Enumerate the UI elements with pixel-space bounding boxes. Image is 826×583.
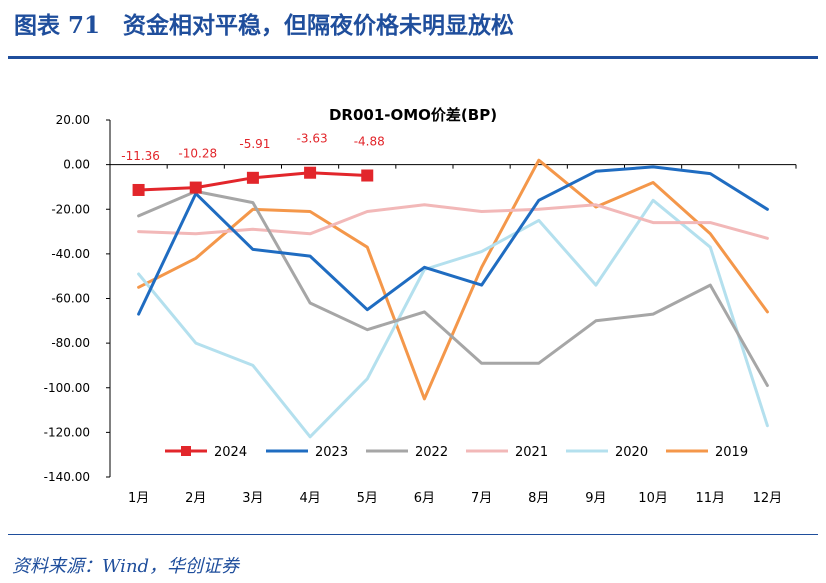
- axes: 20.00 0.00 -20.00 -40.00 -60.00 -80.00 -100.00…: [44, 113, 797, 506]
- x-tick-label: 11月: [695, 491, 725, 506]
- legend-label-2023: 2023: [315, 445, 348, 460]
- x-tick-label: 6月: [414, 491, 435, 506]
- legend-label-2022: 2022: [415, 445, 448, 460]
- legend-label-2020: 2020: [615, 445, 648, 460]
- legend-marker-2024: [181, 446, 191, 456]
- series-marker-2024: [246, 171, 259, 184]
- series-marker-2024: [132, 183, 145, 196]
- y-tick-label: 20.00: [56, 113, 90, 127]
- series-line-2019: [137, 158, 769, 401]
- data-labels: -11.36 -10.28 -5.91 -3.63 -4.88: [121, 132, 385, 163]
- data-label-2024: -4.88: [354, 135, 385, 149]
- y-tick-label: -100.00: [44, 381, 90, 395]
- series-marker-2024: [304, 166, 317, 179]
- series-line-2021: [137, 203, 769, 240]
- x-tick-label: 3月: [242, 491, 263, 506]
- data-label-2024: -10.28: [178, 147, 217, 161]
- y-tick-label: -20.00: [51, 202, 90, 216]
- x-tick-label: 1月: [128, 491, 149, 506]
- series-line-2023: [137, 165, 769, 316]
- x-tick-label: 4月: [299, 491, 320, 506]
- chart-title: DR001-OMO价差(BP): [329, 106, 497, 124]
- data-label-2024: -5.91: [239, 137, 270, 151]
- series-marker-2024: [361, 169, 374, 182]
- series-marker-2024: [189, 181, 202, 194]
- footer-divider: [8, 534, 818, 535]
- y-tick-label: -40.00: [51, 247, 90, 261]
- x-tick-label: 5月: [357, 491, 378, 506]
- figure-title: 图表 71 资金相对平稳，但隔夜价格未明显放松: [14, 12, 515, 39]
- header-divider: [8, 56, 818, 59]
- y-tick-label: -140.00: [44, 470, 90, 484]
- source-note: 资料来源：Wind，华创证券: [12, 556, 240, 577]
- x-tick-label: 9月: [585, 491, 606, 506]
- legend-label-2019: 2019: [715, 445, 748, 460]
- x-tick-label: 7月: [471, 491, 492, 506]
- legend-label-2021: 2021: [515, 445, 548, 460]
- y-tick-label: 0.00: [63, 158, 90, 172]
- series-line-2020: [137, 198, 769, 439]
- series-layer: [132, 158, 769, 439]
- y-tick-label: -60.00: [51, 292, 90, 306]
- legend: 2024 2023 2022 2021 2020 2019: [165, 445, 748, 460]
- y-tick-label: -80.00: [51, 336, 90, 350]
- data-label-2024: -11.36: [121, 149, 160, 163]
- x-tick-label: 10月: [638, 491, 668, 506]
- x-tick-label: 12月: [753, 491, 783, 506]
- x-tick-label: 2月: [185, 491, 206, 506]
- legend-label-2024: 2024: [214, 445, 247, 460]
- data-label-2024: -3.63: [297, 132, 328, 146]
- series-line-2022: [137, 189, 769, 387]
- x-tick-label: 8月: [528, 491, 549, 506]
- y-tick-label: -120.00: [44, 425, 90, 439]
